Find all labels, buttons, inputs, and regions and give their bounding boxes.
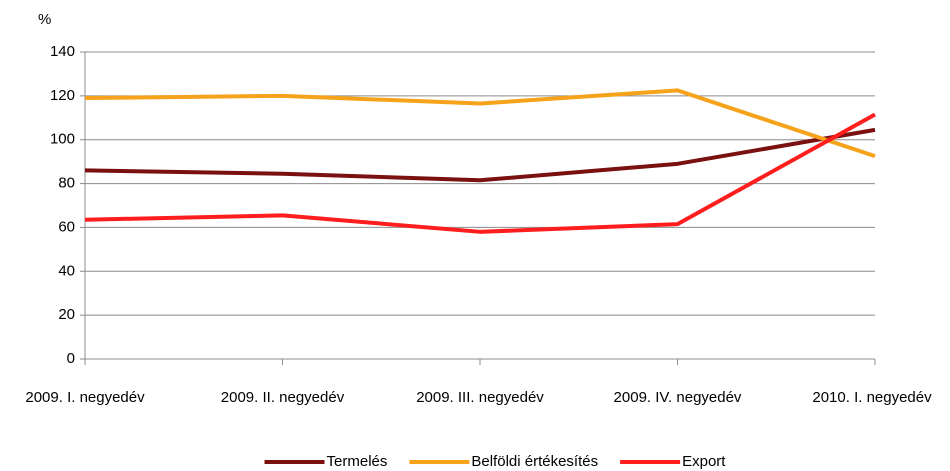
legend-label: Belföldi értékesítés [471, 453, 598, 470]
y-tick-label: 80 [58, 175, 75, 192]
legend-label: Termelés [327, 453, 388, 470]
legend-label: Export [682, 453, 726, 470]
y-axis-label: % [38, 11, 51, 28]
x-tick-label: 2009. IV. negyedév [614, 389, 742, 406]
y-tick-label: 60 [58, 218, 75, 235]
x-tick-label: 2009. I. negyedév [25, 389, 145, 406]
y-tick-label: 120 [50, 87, 75, 104]
y-tick-label: 100 [50, 131, 75, 148]
x-tick-label: 2009. III. negyedév [416, 389, 544, 406]
series-line [84, 127, 876, 183]
x-tick-label: 2009. II. negyedév [221, 389, 345, 406]
y-tick-label: 140 [50, 43, 75, 60]
y-tick-label: 40 [58, 262, 75, 279]
series-line [84, 112, 876, 234]
y-tick-label: 20 [58, 306, 75, 323]
series-line [84, 88, 876, 159]
y-tick-label: 0 [67, 350, 75, 367]
x-tick-label: 2010. I. negyedév [812, 389, 932, 406]
